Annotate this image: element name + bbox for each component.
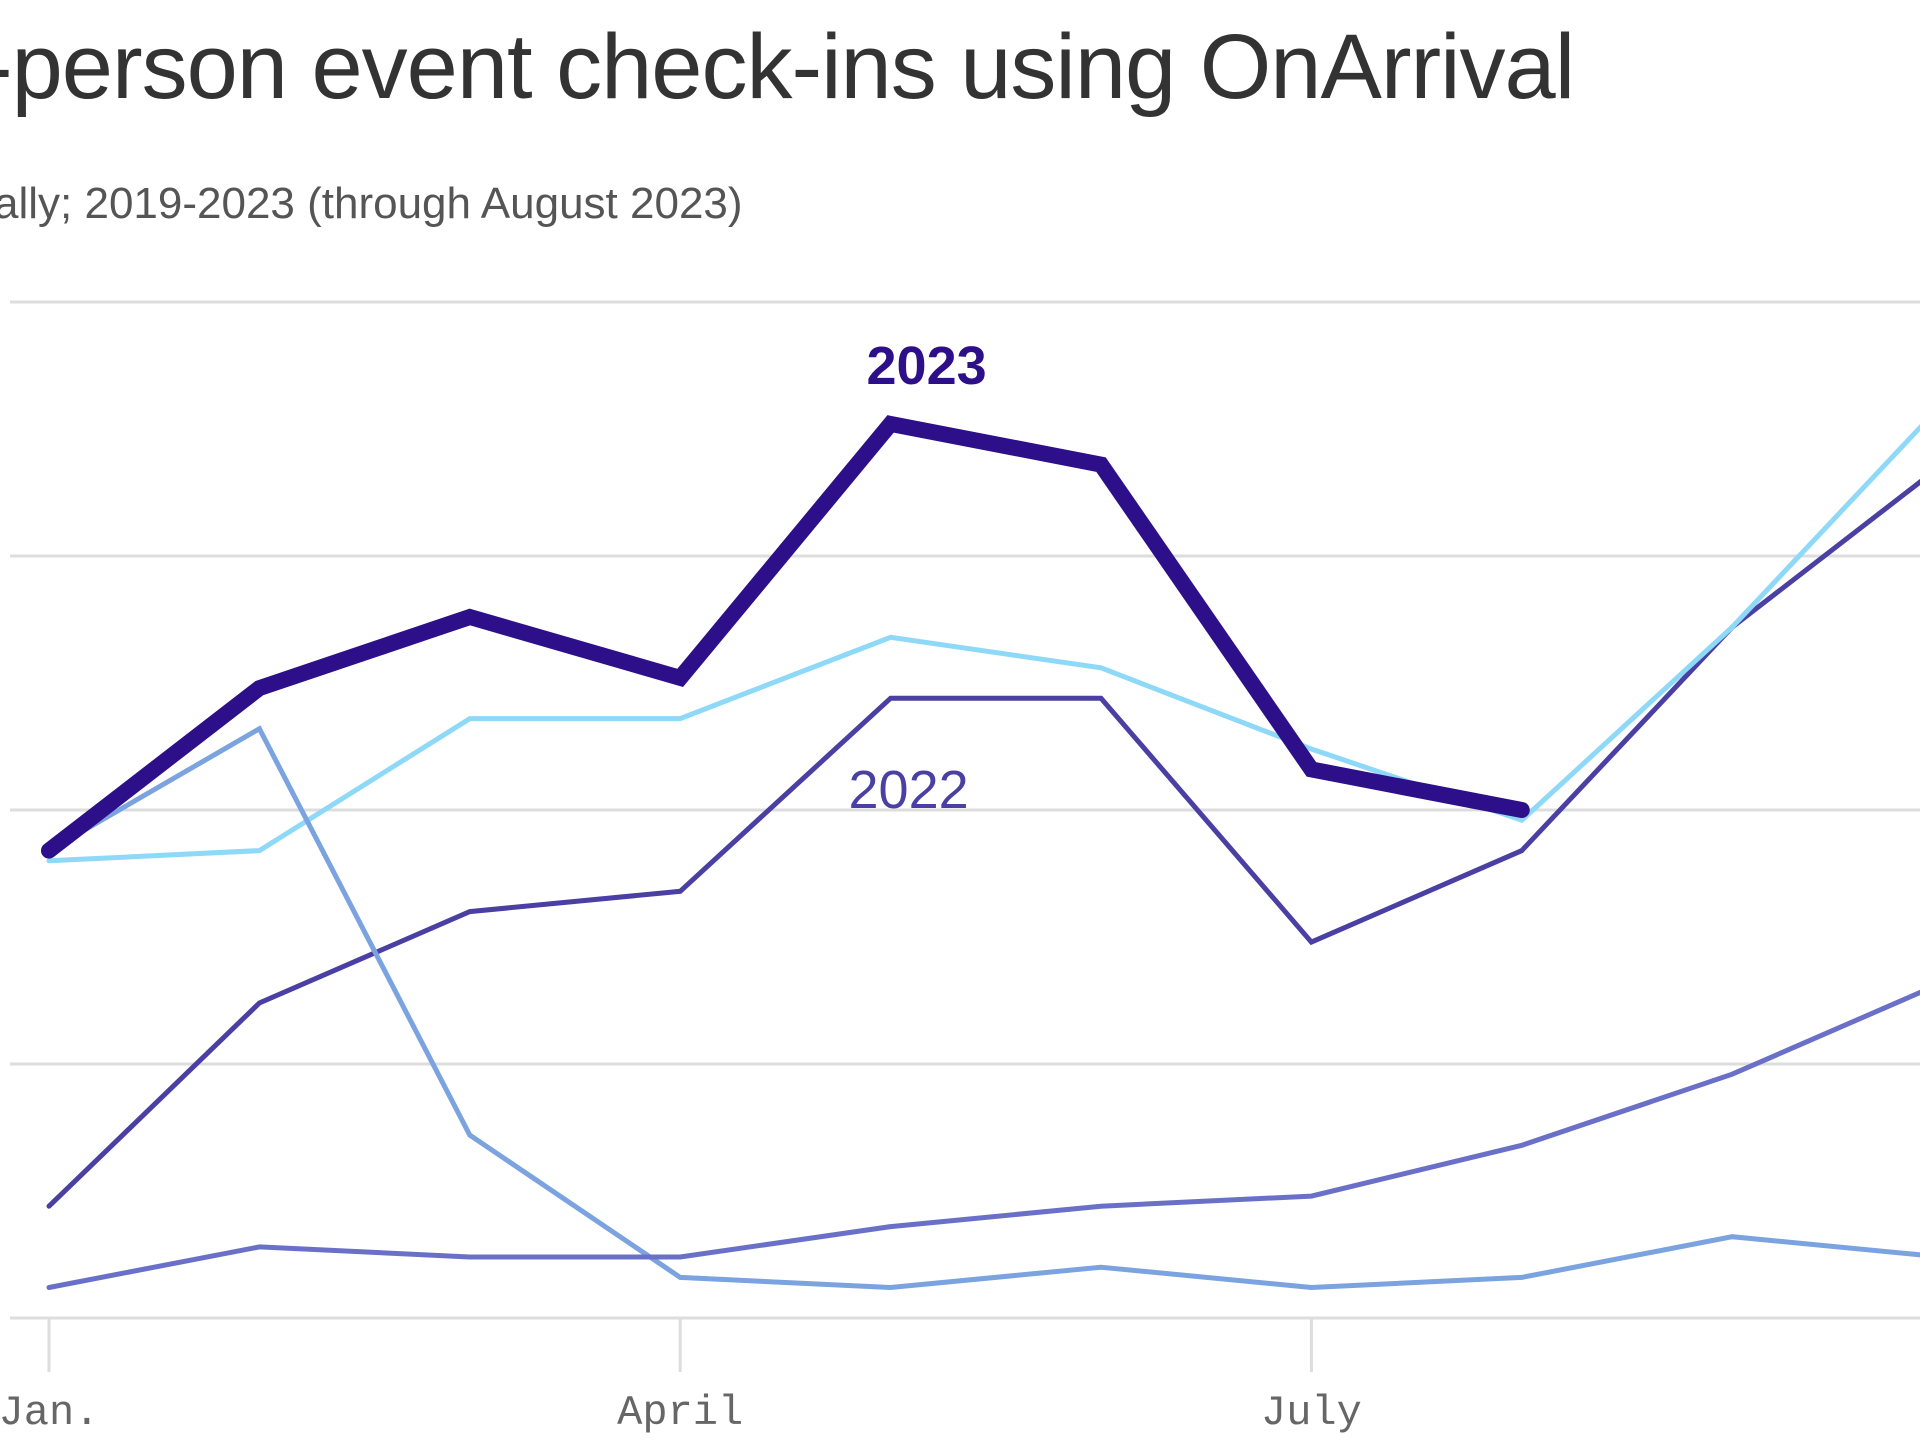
series-labels: 2023 2022 [849, 336, 987, 820]
series-line-2022 [46, 478, 1920, 1209]
series-line-steel-blue [46, 725, 1920, 1291]
series-label-2023: 2023 [867, 336, 987, 396]
x-tick-label-0: Jan. [0, 1389, 99, 1437]
series-line-2023 [41, 415, 1530, 859]
series-label-2022: 2022 [849, 760, 969, 820]
series-line-light-blue [46, 423, 1920, 864]
chart-subtitle: ally; 2019-2023 (through August 2023) [0, 179, 743, 228]
chart-title: -person event check-ins using OnArrival [0, 16, 1574, 118]
x-tick-label-1: April [617, 1389, 743, 1437]
series-line-periwinkle [46, 989, 1920, 1290]
series-lines [41, 415, 1920, 1291]
x-axis: Jan.AprilJulyO [0, 1318, 1362, 1437]
x-tick-label-2: July [1261, 1389, 1362, 1437]
